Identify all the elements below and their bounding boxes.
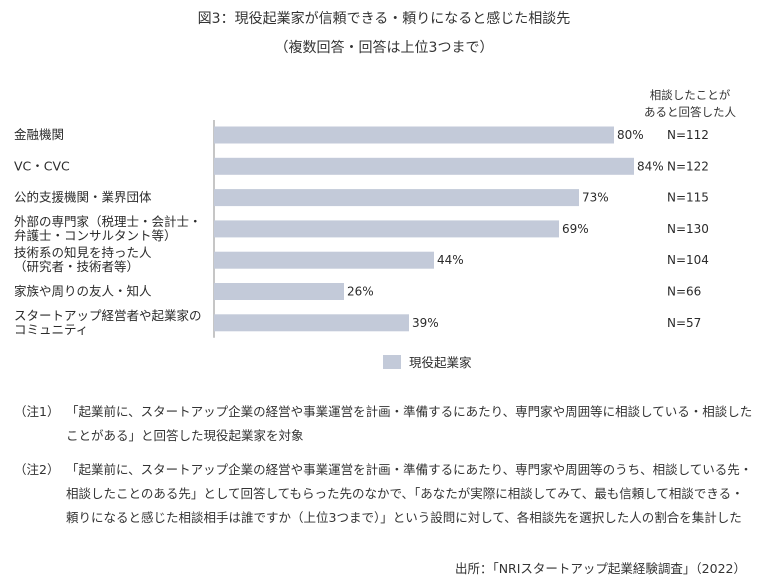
source-credit: 出所：「NRIスタートアップ起業経験調査」（2022） — [454, 561, 746, 576]
legend: 現役起業家 — [383, 352, 472, 371]
bar — [214, 189, 579, 207]
n-label: N=104 — [667, 253, 709, 267]
note-1-text: 「起業前に、スタートアップ企業の経営や事業運営を計画・準備するにあたり、専門家や… — [66, 404, 753, 443]
note-1: （注1） 「起業前に、スタートアップ企業の経営や事業運営を計画・準備するにあたり… — [14, 400, 754, 448]
category-label: スタートアップ経営者や起業家のコミュニティ — [14, 308, 202, 337]
n-label: N=122 — [667, 159, 709, 173]
value-label: 69% — [562, 222, 589, 236]
notes: （注1） 「起業前に、スタートアップ企業の経営や事業運営を計画・準備するにあたり… — [14, 400, 754, 540]
category-label: 金融機関 — [14, 127, 64, 142]
bar — [214, 251, 434, 269]
note-2: （注2） 「起業前に、スタートアップ企業の経営や事業運営を計画・準備するにあたり… — [14, 458, 754, 530]
value-label: 44% — [437, 253, 464, 267]
value-label: 84% — [637, 159, 664, 173]
category-label: 公的支援機関・業界団体 — [14, 190, 152, 205]
n-column-header: 相談したことが あると回答した人 — [620, 87, 760, 121]
note-2-marker: （注2） — [14, 462, 60, 477]
note-1-marker: （注1） — [14, 404, 60, 419]
category-label: 外部の専門家（税理士・会計士・弁護士・コンサルタント等） — [14, 214, 202, 243]
bar — [214, 220, 559, 238]
n-label: N=115 — [667, 191, 709, 205]
chart-title: 図3：現役起業家が信頼できる・頼りになると感じた相談先 — [197, 11, 571, 27]
legend-swatch — [383, 354, 401, 369]
category-label: 技術系の知見を持った人（研究者・技術者等） — [14, 245, 152, 274]
value-label: 39% — [412, 316, 439, 330]
bar — [214, 157, 634, 175]
n-label: N=66 — [667, 285, 701, 299]
n-label: N=57 — [667, 316, 701, 330]
n-header-line2: あると回答した人 — [644, 105, 736, 119]
note-2-text: 「起業前に、スタートアップ企業の経営や事業運営を計画・準備するにあたり、専門家や… — [66, 462, 753, 525]
category-label: 家族や周りの友人・知人 — [14, 284, 152, 299]
bar-chart: 金融機関 80% N=112 VC・CVC 84% N=122 公的支援機関・業界団体 73%… — [14, 120, 709, 338]
value-label: 80% — [617, 128, 644, 142]
value-label: 26% — [347, 285, 374, 299]
value-label: 73% — [582, 191, 609, 205]
bar — [214, 314, 409, 332]
bar — [214, 126, 614, 144]
chart-subtitle: （複数回答・回答は上位3つまで） — [274, 40, 494, 56]
category-label: VC・CVC — [14, 158, 70, 173]
legend-label: 現役起業家 — [409, 355, 472, 370]
bar — [214, 283, 344, 300]
n-label: N=130 — [667, 222, 709, 236]
n-label: N=112 — [667, 128, 709, 142]
n-header-line1: 相談したことが — [649, 88, 731, 102]
